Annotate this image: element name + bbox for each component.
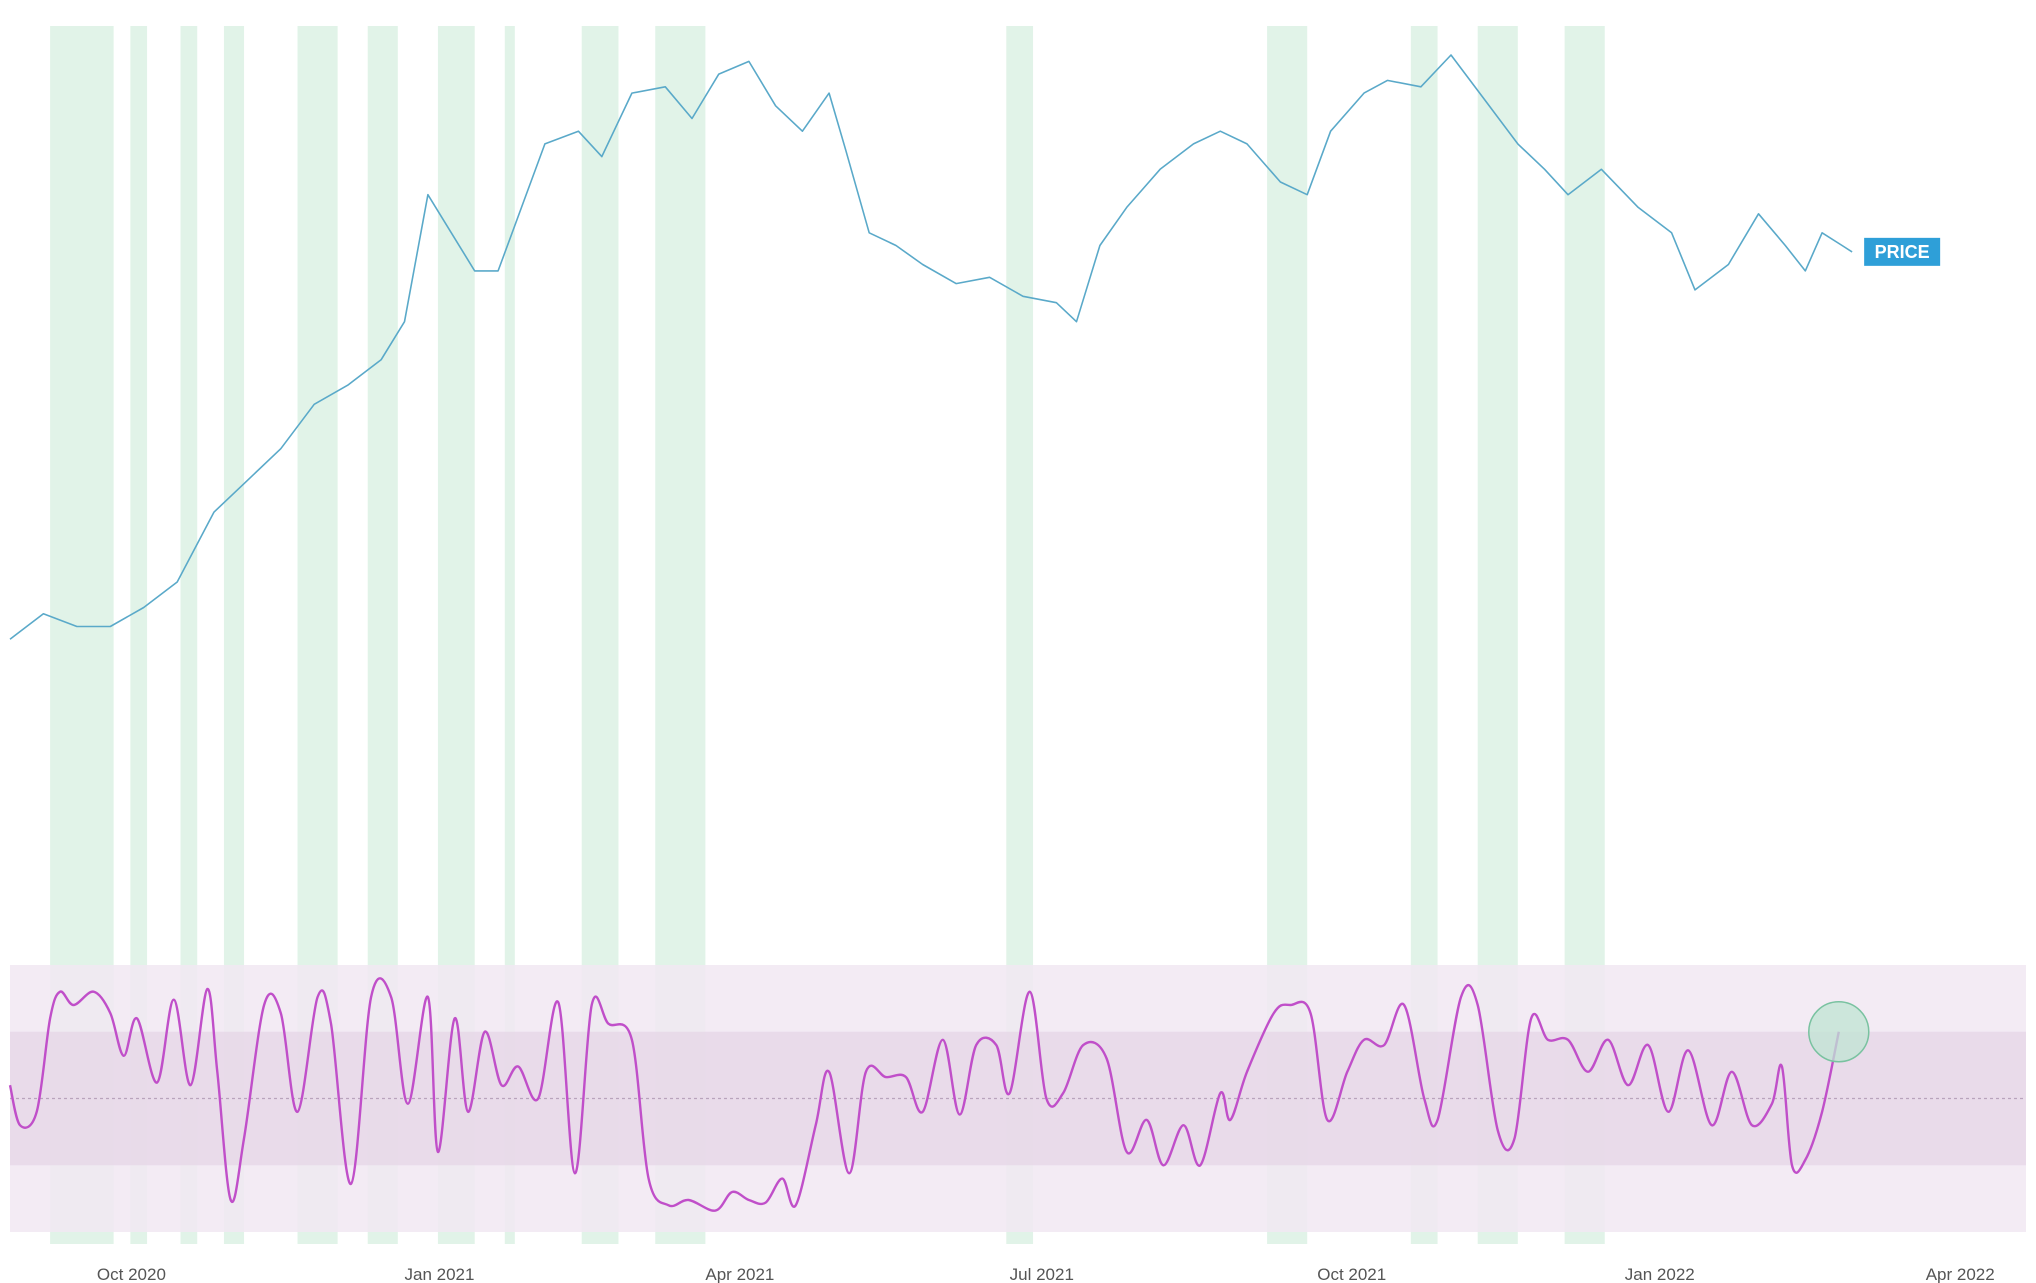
highlight-band (223, 26, 245, 1244)
price-tag-background (1864, 237, 1941, 266)
x-axis: Oct 2020 Jan 2021 Apr 2021 Jul 2021 Oct 2021… (97, 1265, 1995, 1283)
price-line (9, 54, 1853, 640)
oscillator-panel (8, 977, 1870, 1212)
x-tick-label: Oct 2020 (97, 1265, 166, 1283)
x-tick-label: Apr 2021 (705, 1265, 774, 1283)
x-tick-label: Jul 2021 (1010, 1265, 1074, 1283)
oscillator-line (8, 977, 1840, 1212)
highlight-band (504, 26, 515, 1244)
oscillator-background (10, 965, 2026, 1232)
highlight-band (180, 26, 198, 1244)
x-tick-label: Jan 2021 (405, 1265, 475, 1283)
highlight-band (130, 26, 148, 1244)
price-tag-label: PRICE (1875, 242, 1930, 262)
oscillator-latest-marker (1808, 1001, 1870, 1063)
x-tick-label: Oct 2021 (1317, 1265, 1386, 1283)
price-panel (9, 54, 1853, 640)
price-tag: PRICE (1864, 237, 1941, 266)
x-tick-label: Jan 2022 (1625, 1265, 1695, 1283)
x-tick-label: Apr 2022 (1926, 1265, 1995, 1283)
